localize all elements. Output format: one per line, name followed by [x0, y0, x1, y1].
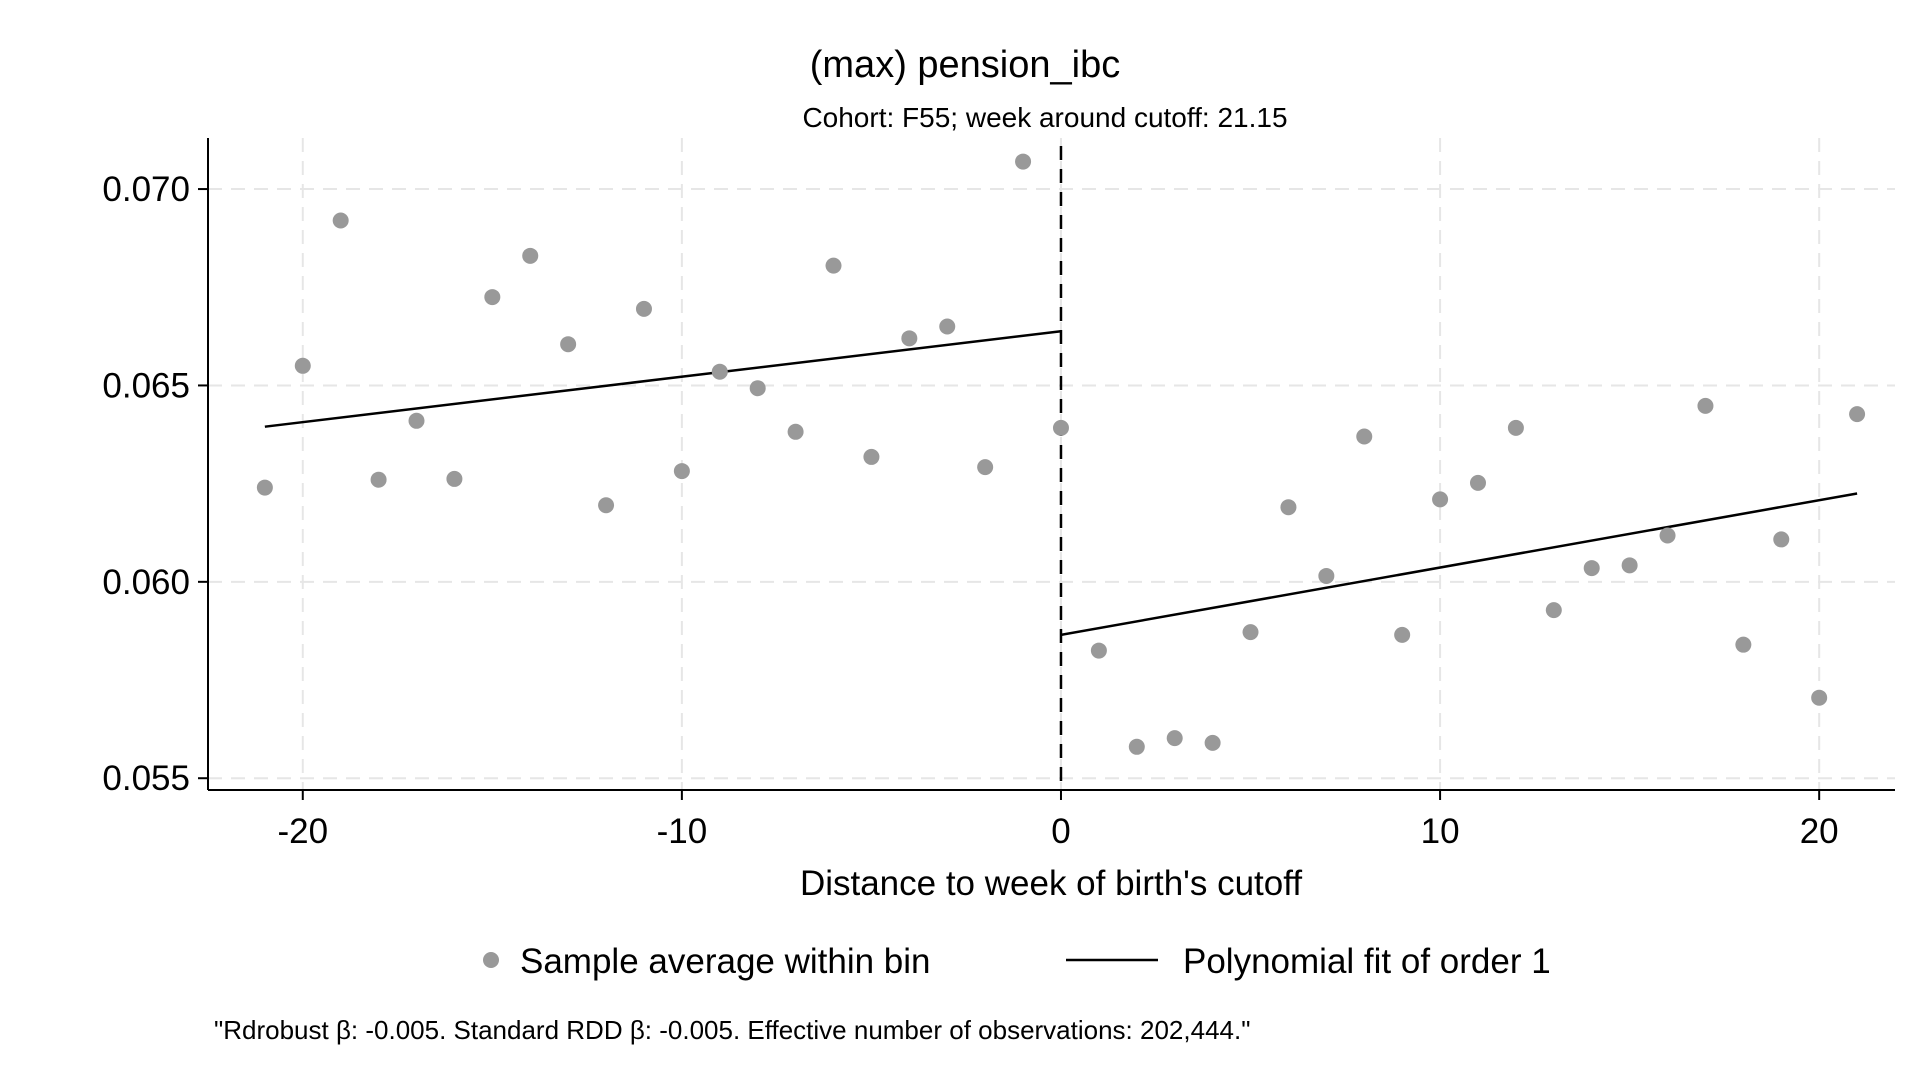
scatter-point [598, 497, 615, 514]
chart-note: "Rdrobust β: -0.005. Standard RDD β: -0.… [214, 1015, 1250, 1045]
scatter-point [711, 363, 728, 380]
scatter-point [256, 479, 273, 496]
x-tick-label: 20 [1800, 812, 1839, 851]
chart-title: (max) pension_ibc [810, 44, 1120, 86]
scatter-point [1432, 491, 1449, 508]
data-points [256, 153, 1866, 755]
scatter-point [1811, 689, 1828, 706]
scatter-point [1166, 730, 1183, 747]
scatter-point [522, 247, 539, 264]
scatter-point [1015, 153, 1032, 170]
scatter-point [673, 463, 690, 480]
legend-label-line: Polynomial fit of order 1 [1183, 942, 1551, 981]
scatter-point [635, 300, 652, 317]
scatter-point [977, 459, 994, 476]
scatter-point [787, 423, 804, 440]
scatter-point [332, 212, 349, 229]
scatter-point [825, 257, 842, 274]
scatter-point [1469, 474, 1486, 491]
scatter-point [484, 289, 501, 306]
scatter-point [1356, 428, 1373, 445]
legend-label-scatter: Sample average within bin [520, 942, 931, 981]
scatter-point [1204, 734, 1221, 751]
scatter-point [446, 470, 463, 487]
scatter-point [1394, 626, 1411, 643]
chart-subtitle: Cohort: F55; week around cutoff: 21.15 [802, 102, 1287, 133]
fit-line-segment [264, 330, 1062, 428]
scatter-point [1621, 557, 1638, 574]
x-axis-title: Distance to week of birth's cutoff [800, 864, 1302, 903]
scatter-point [1507, 419, 1524, 436]
fit-lines [264, 330, 1858, 637]
fit-line-segment [1060, 492, 1858, 637]
x-ticks: -20 -10 0 10 20 [277, 790, 1839, 851]
x-tick-label: 0 [1051, 812, 1070, 851]
x-tick-label: -20 [277, 812, 328, 851]
scatter-point [560, 336, 577, 353]
y-tick-label: 0.065 [102, 366, 190, 405]
scatter-point [1280, 499, 1297, 516]
scatter-point [1697, 397, 1714, 414]
scatter-point [1735, 636, 1752, 653]
y-tick-label: 0.070 [102, 170, 190, 209]
y-tick-label: 0.055 [102, 759, 190, 798]
scatter-point [1659, 527, 1676, 544]
scatter-point [370, 471, 387, 488]
y-ticks: 0.055 0.060 0.065 0.070 [102, 170, 208, 798]
scatter-point [294, 357, 311, 374]
scatter-point [1090, 642, 1107, 659]
x-tick-label: 10 [1421, 812, 1460, 851]
x-tick-label: -10 [657, 812, 708, 851]
scatter-point [1052, 419, 1069, 436]
scatter-point [1128, 738, 1145, 755]
scatter-point [1773, 531, 1790, 548]
scatter-point [1318, 567, 1335, 584]
legend: Sample average within bin Polynomial fit… [483, 942, 1551, 981]
scatter-point [939, 318, 956, 335]
scatter-point [901, 330, 918, 347]
scatter-point [749, 380, 766, 397]
scatter-point [1583, 560, 1600, 577]
legend-marker-scatter [483, 952, 499, 968]
scatter-point [863, 448, 880, 465]
y-tick-label: 0.060 [102, 563, 190, 602]
scatter-point [1849, 406, 1866, 423]
scatter-point [408, 412, 425, 429]
scatter-point [1545, 602, 1562, 619]
grid-lines [208, 138, 1895, 790]
scatter-point [1242, 624, 1259, 641]
